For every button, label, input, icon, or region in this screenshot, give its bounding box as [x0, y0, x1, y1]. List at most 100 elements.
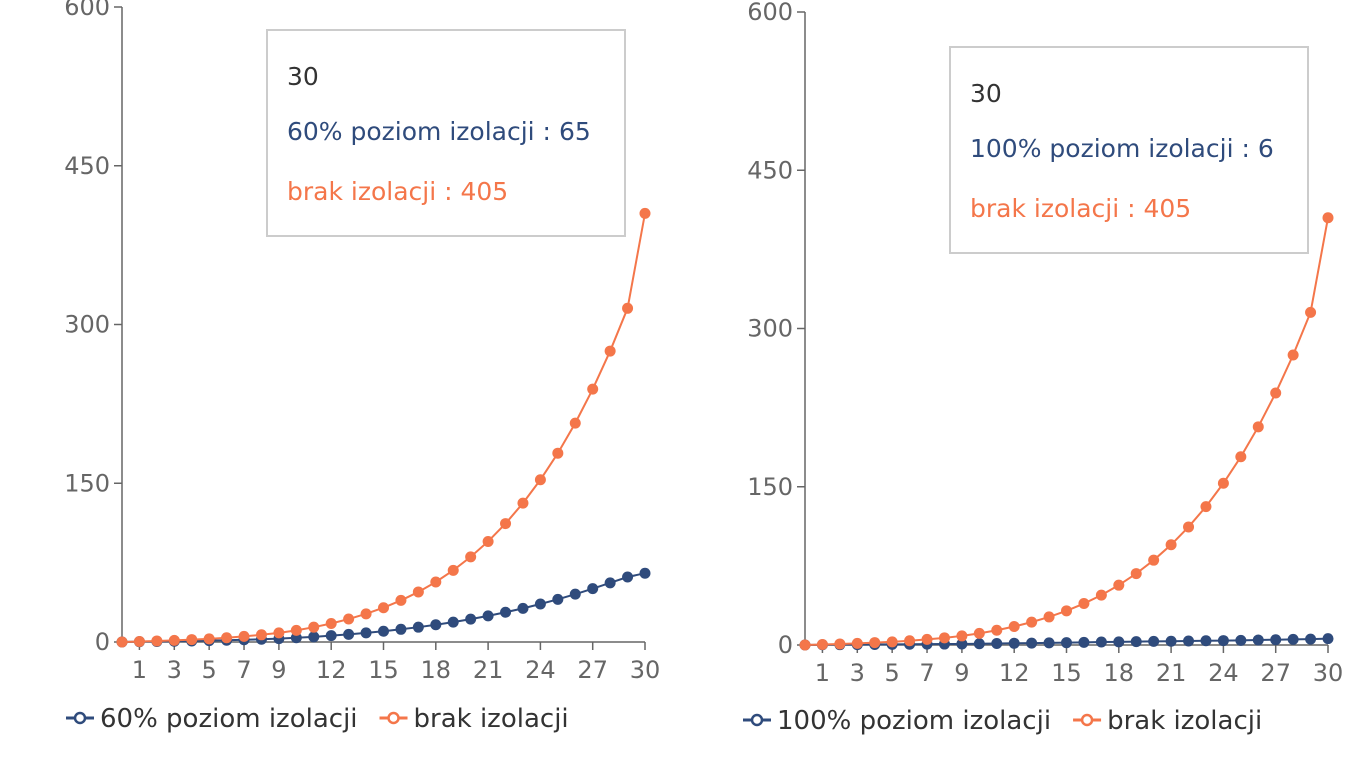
- data-point-no-isolation: [221, 632, 233, 644]
- data-point-no-isolation: [816, 638, 828, 650]
- x-tick-label: 15: [368, 656, 399, 684]
- data-point-no-isolation: [991, 624, 1003, 636]
- data-point-isolation: [639, 567, 651, 579]
- data-point-no-isolation: [255, 629, 267, 641]
- x-tick-label: 5: [202, 656, 217, 684]
- data-point-isolation: [430, 619, 442, 631]
- tooltip-line-1: 100% poziom izolacji : 6: [970, 134, 1274, 163]
- tooltip-box: [949, 46, 1309, 254]
- data-point-isolation: [1287, 633, 1299, 645]
- data-point-no-isolation: [1305, 306, 1317, 318]
- data-point-no-isolation: [1252, 421, 1264, 433]
- x-tick-label: 1: [815, 659, 830, 687]
- x-tick-label: 21: [473, 656, 504, 684]
- legend-item-isolation: 60% poziom izolacji: [66, 704, 358, 734]
- tooltip-box: [266, 29, 626, 237]
- y-tick-label: 600: [64, 0, 110, 21]
- data-point-isolation: [569, 588, 581, 600]
- data-point-no-isolation: [587, 383, 599, 395]
- data-point-no-isolation: [168, 634, 180, 646]
- data-point-isolation: [1305, 633, 1317, 645]
- data-point-isolation: [482, 610, 494, 622]
- data-point-no-isolation: [1026, 616, 1038, 628]
- y-tick-label: 150: [747, 473, 793, 501]
- data-point-no-isolation: [1061, 605, 1072, 617]
- data-point-isolation: [1235, 634, 1247, 646]
- x-tick-label: 15: [1051, 659, 1082, 687]
- tooltip-value: 405: [1144, 194, 1192, 223]
- data-point-isolation: [517, 602, 529, 614]
- y-tick-label: 0: [95, 628, 110, 656]
- data-point-no-isolation: [622, 302, 634, 314]
- legend-marker-icon: [750, 713, 764, 727]
- data-point-no-isolation: [1078, 598, 1090, 610]
- series-line-no-isolation: [121, 213, 646, 643]
- x-tick-label: 21: [1156, 659, 1187, 687]
- x-tick-label: 1: [132, 656, 147, 684]
- data-point-no-isolation: [1008, 621, 1020, 633]
- x-tick-label: 9: [954, 659, 969, 687]
- tooltip-label: 100% poziom izolacji: [970, 134, 1234, 163]
- data-point-no-isolation: [956, 630, 968, 642]
- tooltip-x-value: 30: [970, 79, 1002, 108]
- tooltip-value: 65: [559, 117, 591, 146]
- data-point-no-isolation: [290, 624, 302, 636]
- x-tick-label: 3: [167, 656, 182, 684]
- data-point-no-isolation: [343, 613, 355, 625]
- x-tick-label: 27: [577, 656, 608, 684]
- data-point-no-isolation: [447, 564, 459, 576]
- y-tick-label: 450: [747, 156, 793, 184]
- data-point-isolation: [973, 638, 985, 650]
- data-point-isolation: [1148, 635, 1160, 647]
- data-point-isolation: [1183, 635, 1195, 647]
- data-point-no-isolation: [552, 447, 564, 459]
- data-point-no-isolation: [1095, 589, 1107, 601]
- data-point-no-isolation: [534, 474, 546, 486]
- data-point-isolation: [991, 638, 1003, 650]
- data-point-isolation: [1061, 637, 1072, 649]
- data-point-isolation: [447, 616, 459, 628]
- tooltip-x-value: 30: [287, 62, 319, 91]
- chart-right: 0 150 300 450 600 1 3 5 7 9 12 15 18 21 24 27 30 30 100% p…: [743, 0, 1343, 736]
- data-point-no-isolation: [1217, 477, 1229, 489]
- tooltip-separator: :: [535, 117, 559, 146]
- data-point-no-isolation: [203, 633, 215, 645]
- x-tick-label: 7: [236, 656, 251, 684]
- tooltip-line-1: 60% poziom izolacji : 65: [287, 117, 591, 146]
- data-point-no-isolation: [1200, 501, 1212, 513]
- data-point-isolation: [604, 577, 616, 589]
- tooltip-label: brak izolacji: [970, 194, 1119, 223]
- x-tick-label: 12: [316, 656, 347, 684]
- data-point-no-isolation: [921, 633, 933, 645]
- data-point-isolation: [1026, 637, 1038, 649]
- x-tick-label: 9: [271, 656, 286, 684]
- data-point-no-isolation: [1113, 579, 1125, 591]
- data-point-isolation: [552, 593, 564, 605]
- x-tick-label: 18: [1104, 659, 1135, 687]
- tooltip-label: 60% poziom izolacji: [287, 117, 535, 146]
- legend-item-no-isolation: brak izolacji: [379, 704, 569, 734]
- data-point-isolation: [622, 571, 634, 583]
- data-point-no-isolation: [869, 637, 881, 649]
- data-point-no-isolation: [1043, 611, 1055, 623]
- x-tick-label: 5: [885, 659, 900, 687]
- tooltip-line-2: brak izolacji : 405: [970, 194, 1191, 223]
- data-point-no-isolation: [378, 602, 389, 614]
- y-tick-label: 450: [64, 152, 110, 180]
- data-point-isolation: [1095, 636, 1107, 648]
- data-point-no-isolation: [973, 627, 985, 639]
- series-line-no-isolation: [804, 217, 1329, 646]
- data-point-no-isolation: [1235, 451, 1247, 463]
- tooltip-label: brak izolacji: [287, 177, 436, 206]
- data-point-isolation: [1130, 636, 1142, 648]
- x-tick-label: 24: [525, 656, 556, 684]
- data-point-no-isolation: [412, 586, 424, 598]
- data-point-isolation: [1008, 637, 1020, 649]
- data-point-isolation: [465, 613, 477, 625]
- legend-label: brak izolacji: [414, 704, 569, 734]
- data-point-isolation: [587, 583, 599, 595]
- data-point-isolation: [500, 606, 512, 618]
- data-point-no-isolation: [1270, 387, 1282, 399]
- data-point-isolation: [325, 630, 337, 642]
- data-point-isolation: [1270, 634, 1282, 646]
